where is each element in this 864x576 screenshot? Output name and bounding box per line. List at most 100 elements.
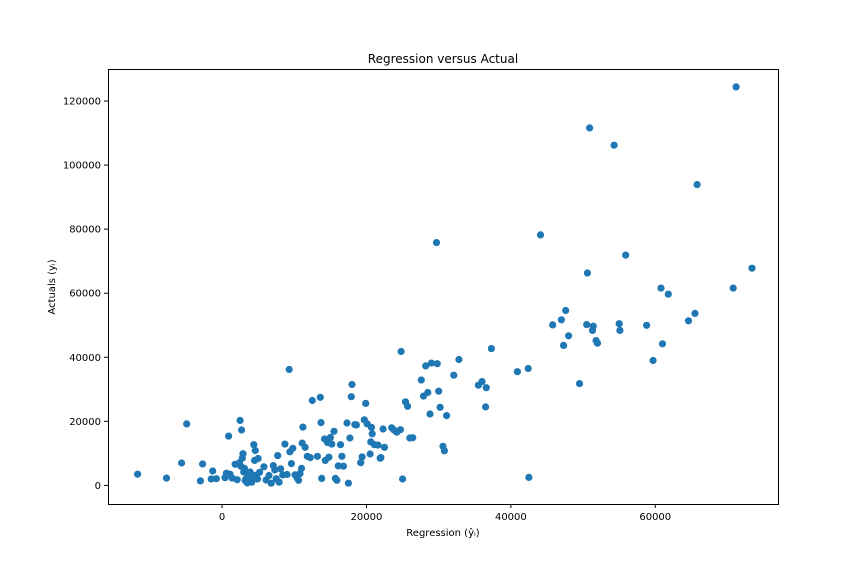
data-point — [440, 447, 448, 455]
data-point — [450, 371, 458, 379]
data-point — [254, 454, 262, 463]
y-tick-label: 100000 — [63, 161, 101, 172]
data-point — [295, 476, 303, 484]
data-point — [289, 444, 297, 452]
data-point — [334, 462, 342, 470]
data-point — [239, 450, 247, 458]
data-point — [432, 239, 441, 247]
data-point — [589, 322, 597, 330]
chart-title: Regression versus Actual — [368, 52, 518, 66]
data-point — [478, 378, 486, 386]
data-point — [379, 425, 387, 433]
data-point — [212, 475, 220, 483]
data-point — [248, 478, 256, 486]
data-point — [549, 321, 557, 329]
data-point — [366, 450, 374, 458]
data-point — [657, 284, 665, 292]
data-point — [199, 460, 207, 468]
data-point — [455, 355, 463, 364]
data-point — [397, 347, 405, 356]
data-point — [560, 341, 568, 349]
data-point — [238, 426, 246, 434]
data-point — [260, 463, 268, 471]
data-point — [265, 471, 273, 480]
data-point — [583, 321, 591, 329]
y-tick-label: 0 — [95, 481, 101, 492]
data-point — [357, 459, 365, 467]
data-point — [328, 440, 336, 448]
data-point — [482, 403, 490, 411]
data-point — [325, 453, 333, 461]
data-point — [427, 359, 435, 367]
data-point — [513, 368, 522, 376]
data-point — [693, 181, 701, 189]
data-point — [225, 432, 233, 440]
data-point — [343, 419, 351, 427]
data-point — [482, 384, 490, 392]
data-point — [183, 420, 191, 428]
data-point — [318, 474, 326, 482]
y-axis-title: Actuals (yᵢ) — [47, 259, 58, 314]
data-point — [339, 462, 347, 470]
y-tick-label: 80000 — [69, 225, 101, 236]
data-point — [658, 340, 667, 348]
data-point — [301, 443, 309, 451]
data-point — [684, 317, 693, 325]
data-point — [285, 365, 293, 374]
x-tick-label: 60000 — [639, 512, 671, 523]
data-point — [524, 364, 532, 373]
data-point — [525, 473, 533, 481]
data-point — [250, 441, 258, 449]
data-point — [424, 388, 432, 397]
data-point — [267, 479, 275, 487]
data-point — [162, 474, 171, 482]
data-point — [326, 433, 334, 441]
data-point — [347, 393, 355, 401]
data-point — [487, 345, 495, 353]
data-point — [277, 465, 285, 473]
data-point — [299, 423, 307, 431]
data-point — [729, 284, 737, 292]
data-point — [283, 470, 291, 479]
data-point — [417, 376, 425, 384]
data-point — [316, 393, 324, 401]
data-point — [275, 478, 283, 486]
data-point — [436, 403, 444, 411]
data-point — [306, 454, 314, 462]
y-tick-label: 20000 — [69, 417, 101, 428]
data-point — [380, 443, 389, 451]
x-axis-ticks: 0 20000 40000 60000 — [219, 504, 671, 523]
data-point — [426, 410, 434, 418]
data-point — [443, 412, 451, 420]
data-point — [352, 421, 360, 429]
data-point — [281, 440, 289, 448]
x-tick-label: 20000 — [351, 512, 383, 523]
data-point — [396, 426, 404, 434]
data-point — [209, 467, 217, 475]
data-point — [178, 459, 186, 467]
data-point — [253, 475, 262, 483]
data-point — [691, 309, 699, 317]
data-point — [336, 441, 345, 449]
data-point — [610, 141, 618, 149]
data-points — [134, 83, 756, 487]
data-point — [377, 454, 385, 462]
data-point — [338, 452, 346, 460]
data-point — [271, 466, 279, 474]
data-point — [287, 460, 295, 468]
data-point — [236, 416, 244, 424]
data-point — [422, 362, 430, 370]
data-point — [240, 464, 249, 472]
data-point — [586, 124, 594, 132]
y-axis-ticks: 0 20000 40000 60000 80000 100000 120000 — [63, 97, 108, 492]
data-point — [748, 264, 756, 272]
y-tick-label: 60000 — [69, 289, 101, 300]
data-point — [536, 231, 545, 239]
data-point — [330, 427, 338, 435]
y-tick-label: 120000 — [63, 97, 101, 108]
data-point — [565, 332, 573, 340]
data-point — [622, 251, 630, 259]
y-tick-label: 40000 — [69, 353, 101, 364]
data-point — [308, 396, 316, 405]
